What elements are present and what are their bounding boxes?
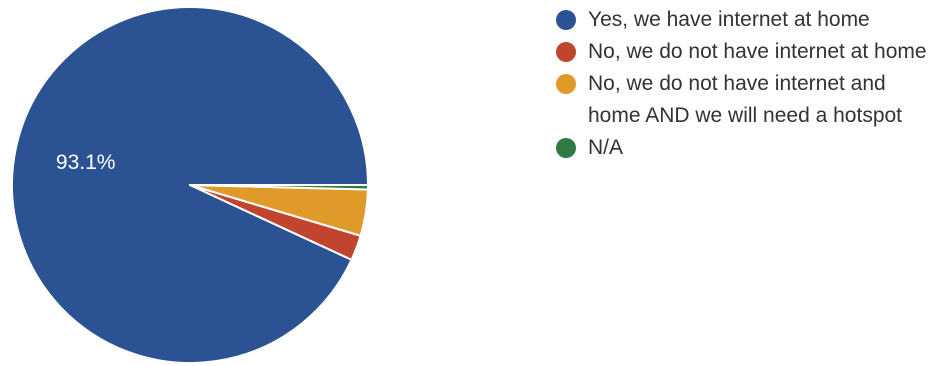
legend-swatch-0 bbox=[556, 10, 576, 30]
legend-swatch-3 bbox=[556, 138, 576, 158]
slice-value-label-0: 93.1% bbox=[56, 151, 116, 174]
legend-item-1: No, we do not have internet at home bbox=[556, 36, 936, 68]
legend-label-3: N/A bbox=[588, 136, 624, 159]
legend-item-3: N/A bbox=[556, 132, 936, 164]
legend-label-1: No, we do not have internet at home bbox=[588, 40, 927, 63]
legend-swatch-1 bbox=[556, 42, 576, 62]
pie-slices bbox=[11, 6, 369, 364]
pie-slice-3 bbox=[189, 184, 369, 191]
legend-label-0: Yes, we have internet at home bbox=[588, 8, 870, 31]
legend-item-0: Yes, we have internet at home bbox=[556, 4, 936, 36]
pie-slice-labels: 93.1% bbox=[56, 151, 116, 174]
chart-legend: Yes, we have internet at home No, we do n… bbox=[556, 4, 936, 164]
legend-swatch-2 bbox=[556, 74, 576, 94]
legend-label-2: No, we do not have internet and home AND… bbox=[588, 72, 903, 127]
legend-item-2: No, we do not have internet and home AND… bbox=[556, 68, 936, 132]
